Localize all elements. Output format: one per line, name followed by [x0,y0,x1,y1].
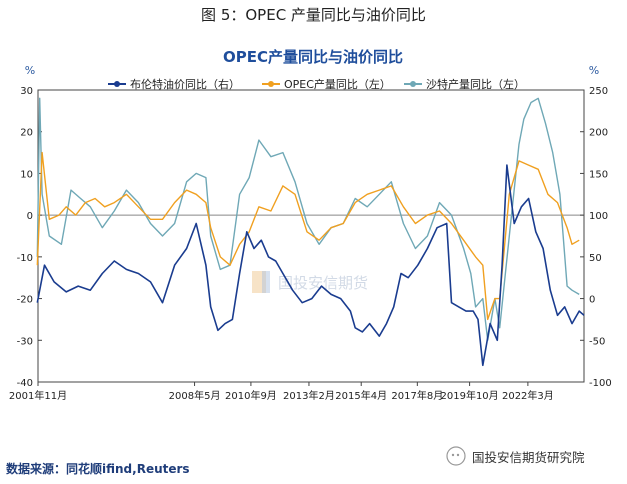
left-tick-label: 10 [20,169,33,180]
x-tick-label: 2019年10月 [441,389,499,402]
right-tick-label: -100 [589,378,612,389]
svg-text:国投安信期货: 国投安信期货 [278,274,368,292]
series-line-2 [36,97,580,341]
left-axis-unit: % [25,64,35,77]
right-axis-unit: % [589,64,599,77]
brand-badge: 国投安信期货研究院 [446,446,585,466]
left-tick-label: -20 [17,295,33,306]
left-tick-label: 0 [27,211,33,222]
legend-label: 布伦特油价同比（右） [130,77,240,91]
right-tick-label: 150 [589,169,608,180]
series-line-1 [36,151,580,321]
legend-label: 沙特产量同比（左） [426,77,525,91]
figure-title: 图 5：OPEC 产量同比与油价同比 [201,6,426,24]
x-tick-label: 2010年9月 [225,389,277,402]
x-tick-label: 2015年4月 [335,389,387,402]
legend-label: OPEC产量同比（左） [284,77,391,91]
source-note: 数据来源：同花顺ifind,Reuters [6,462,190,476]
right-tick-label: -50 [589,336,605,347]
plot-frame [37,89,585,383]
legend: 布伦特油价同比（右） OPEC产量同比（左） 沙特产量同比（左） [108,77,525,91]
x-tick-label: 2001年11月 [9,389,67,402]
x-tick-label: 2008年5月 [169,389,221,402]
oil-production-chart: OPEC产量同比与油价同比 % % 布伦特油价同比（右） OPEC产量同比（左） 沙… [9,48,612,402]
x-tick-label: 2022年3月 [502,389,554,402]
legend-marker [114,81,120,87]
series-line-0 [36,164,585,367]
right-tick-label: 100 [589,211,608,222]
right-tick-label: 50 [589,253,602,264]
legend-marker [268,81,274,87]
right-tick-label: 0 [589,295,595,306]
left-tick-label: -10 [17,253,33,264]
left-tick-label: 20 [20,128,33,139]
x-tick-label: 2013年2月 [283,389,335,402]
chart-title: OPEC产量同比与油价同比 [223,48,403,66]
watermark: 国投安信期货 [252,271,368,293]
right-tick-label: 200 [589,128,608,139]
brand-name: 国投安信期货研究院 [472,449,585,465]
x-tick-label: 2017年8月 [391,389,443,402]
right-tick-label: 250 [589,86,608,97]
legend-marker [410,81,416,87]
left-tick-label: -40 [17,378,33,389]
left-tick-label: 30 [20,86,33,97]
wechat-icon [446,446,466,466]
left-tick-label: -30 [17,336,33,347]
